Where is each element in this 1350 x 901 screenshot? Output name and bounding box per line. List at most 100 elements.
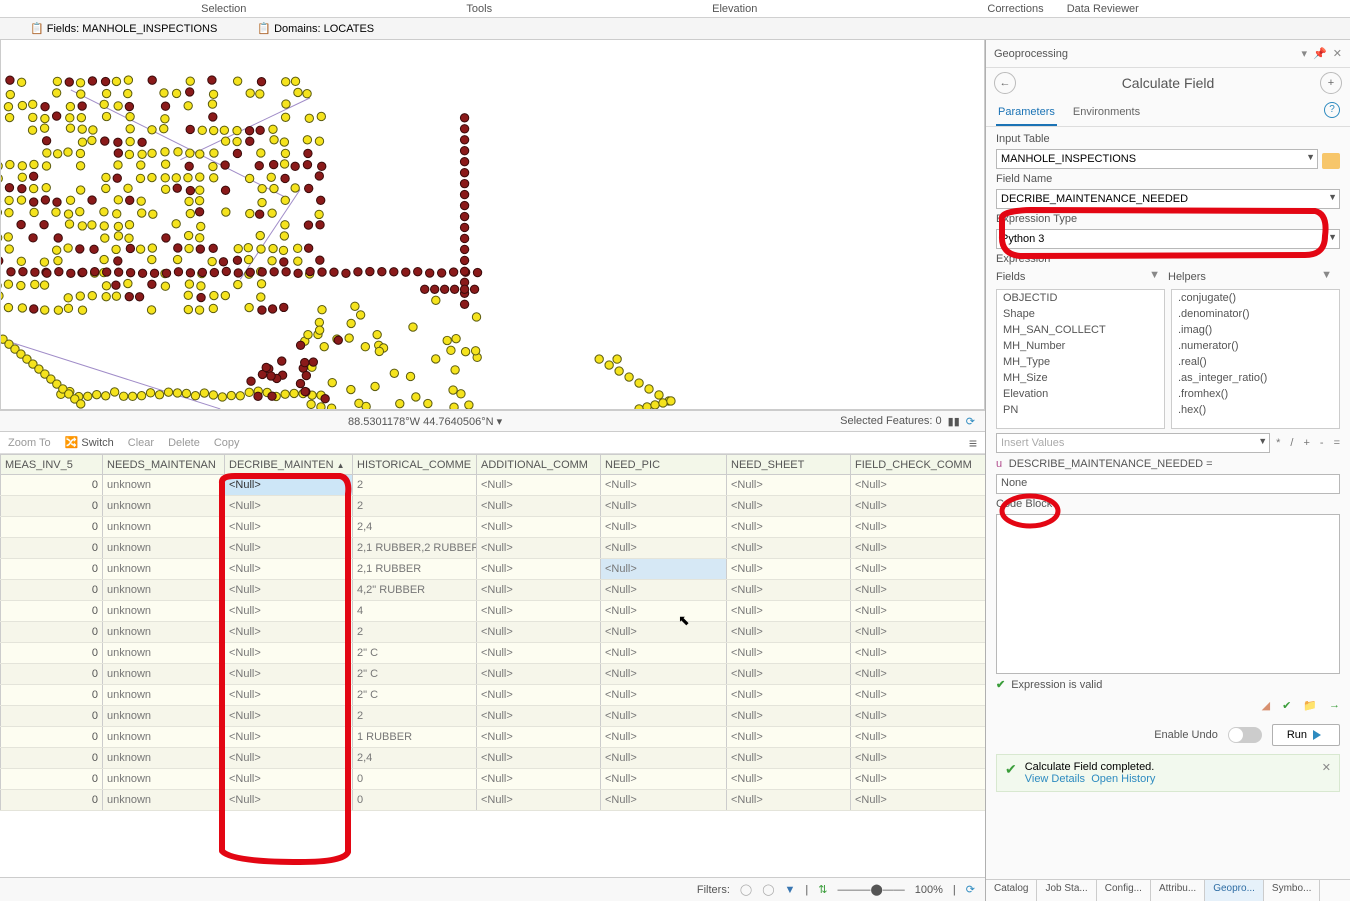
pause-icon[interactable]: ▮▮ (948, 415, 960, 428)
cell[interactable]: <Null> (477, 748, 601, 769)
ribbon-corrections[interactable]: Corrections (977, 3, 1053, 15)
bottom-tab[interactable]: Symbo... (1264, 880, 1320, 901)
cell[interactable]: <Null> (601, 475, 727, 496)
help-icon[interactable]: ? (1324, 102, 1340, 118)
ribbon-data-reviewer[interactable]: Data Reviewer (1057, 3, 1149, 15)
export-icon[interactable]: 📁 (1303, 699, 1317, 712)
cell[interactable]: 0 (1, 769, 103, 790)
cell[interactable]: 2 (353, 706, 477, 727)
cell[interactable]: <Null> (601, 580, 727, 601)
cell[interactable]: 2" C (353, 643, 477, 664)
refresh-icon[interactable]: ⟳ (966, 415, 975, 428)
cell[interactable]: <Null> (225, 769, 353, 790)
cell[interactable]: 0 (1, 517, 103, 538)
list-item[interactable]: .hex() (1172, 402, 1339, 418)
cell[interactable]: <Null> (477, 727, 601, 748)
browse-folder-icon[interactable] (1322, 153, 1340, 169)
cell[interactable]: unknown (103, 769, 225, 790)
cell[interactable]: 0 (1, 538, 103, 559)
cell[interactable]: unknown (103, 580, 225, 601)
cell[interactable]: <Null> (225, 601, 353, 622)
cell[interactable]: 2 (353, 475, 477, 496)
cell[interactable]: <Null> (727, 475, 851, 496)
cell[interactable]: <Null> (225, 664, 353, 685)
cell[interactable]: 2,4 (353, 748, 477, 769)
cell[interactable]: <Null> (225, 475, 353, 496)
ribbon-tools[interactable]: Tools (456, 3, 502, 15)
ribbon-elevation[interactable]: Elevation (702, 3, 767, 15)
list-item[interactable]: Shape (997, 306, 1164, 322)
list-item[interactable]: MH_Type (997, 354, 1164, 370)
cell[interactable]: <Null> (727, 622, 851, 643)
dropdown-icon[interactable]: ▾ (1302, 47, 1308, 60)
cell[interactable]: <Null> (225, 706, 353, 727)
data-grid[interactable]: MEAS_INV_5NEEDS_MAINTENANDECRIBE_MAINTEN… (0, 454, 985, 811)
expression-input[interactable]: None (996, 474, 1340, 494)
cell[interactable]: <Null> (727, 559, 851, 580)
cell[interactable]: 0 (1, 727, 103, 748)
column-header[interactable]: NEED_SHEET (727, 455, 851, 475)
cell[interactable]: <Null> (727, 664, 851, 685)
field-name-combo[interactable]: DECRIBE_MAINTENANCE_NEEDED▼ (996, 189, 1340, 209)
cell[interactable]: <Null> (727, 601, 851, 622)
cell[interactable]: <Null> (851, 685, 986, 706)
insert-values-combo[interactable]: Insert Values▼ (996, 433, 1270, 453)
column-header[interactable]: NEEDS_MAINTENAN (103, 455, 225, 475)
cell[interactable]: <Null> (477, 706, 601, 727)
cell[interactable]: unknown (103, 685, 225, 706)
open-history-link[interactable]: Open History (1091, 773, 1155, 785)
cell[interactable]: <Null> (477, 664, 601, 685)
cell[interactable]: <Null> (851, 748, 986, 769)
list-item[interactable]: .denominator() (1172, 306, 1339, 322)
cell[interactable]: unknown (103, 601, 225, 622)
cell[interactable]: 0 (1, 748, 103, 769)
cell[interactable]: <Null> (601, 496, 727, 517)
list-item[interactable]: .fromhex() (1172, 386, 1339, 402)
list-item[interactable]: MH_SAN_COLLECT (997, 322, 1164, 338)
cell[interactable]: <Null> (225, 685, 353, 706)
cell[interactable]: <Null> (851, 664, 986, 685)
pin-icon[interactable]: 📌 (1313, 47, 1327, 60)
cell[interactable]: <Null> (851, 706, 986, 727)
column-header[interactable]: NEED_PIC (601, 455, 727, 475)
cell[interactable]: unknown (103, 727, 225, 748)
cell[interactable]: <Null> (727, 517, 851, 538)
cell[interactable]: <Null> (727, 538, 851, 559)
cell[interactable]: 0 (1, 559, 103, 580)
cell[interactable]: unknown (103, 622, 225, 643)
switch-button[interactable]: 🔀 Switch (65, 436, 114, 449)
nav-icon[interactable]: ⇅ (818, 883, 827, 896)
cell[interactable]: unknown (103, 643, 225, 664)
cell[interactable]: 0 (1, 685, 103, 706)
cell[interactable]: <Null> (851, 790, 986, 811)
cell[interactable]: 0 (1, 706, 103, 727)
op-button[interactable]: + (1303, 437, 1309, 449)
list-item[interactable]: PN (997, 402, 1164, 418)
input-table-combo[interactable]: MANHOLE_INSPECTIONS▼ (996, 149, 1318, 169)
cell[interactable]: <Null> (601, 601, 727, 622)
list-item[interactable]: .conjugate() (1172, 290, 1339, 306)
cell[interactable]: <Null> (601, 706, 727, 727)
cell[interactable]: 0 (353, 790, 477, 811)
cell[interactable]: <Null> (727, 580, 851, 601)
run-button[interactable]: Run (1272, 724, 1340, 746)
cell[interactable]: unknown (103, 517, 225, 538)
cell[interactable]: <Null> (225, 538, 353, 559)
back-button[interactable]: ← (994, 72, 1016, 94)
cell[interactable]: <Null> (225, 559, 353, 580)
cell[interactable]: 2" C (353, 685, 477, 706)
cell[interactable]: 0 (1, 664, 103, 685)
refresh-table-icon[interactable]: ⟳ (966, 883, 975, 896)
list-item[interactable]: MH_Number (997, 338, 1164, 354)
cell[interactable]: <Null> (601, 643, 727, 664)
cell[interactable]: <Null> (225, 790, 353, 811)
cell[interactable]: <Null> (477, 580, 601, 601)
cell[interactable]: <Null> (477, 496, 601, 517)
cell[interactable]: 4,2" RUBBER (353, 580, 477, 601)
cell[interactable]: 0 (1, 601, 103, 622)
cell[interactable]: 0 (353, 769, 477, 790)
column-header[interactable]: MEAS_INV_5 (1, 455, 103, 475)
bottom-tab[interactable]: Attribu... (1151, 880, 1205, 901)
cell[interactable]: <Null> (225, 727, 353, 748)
view-details-link[interactable]: View Details (1025, 773, 1085, 785)
